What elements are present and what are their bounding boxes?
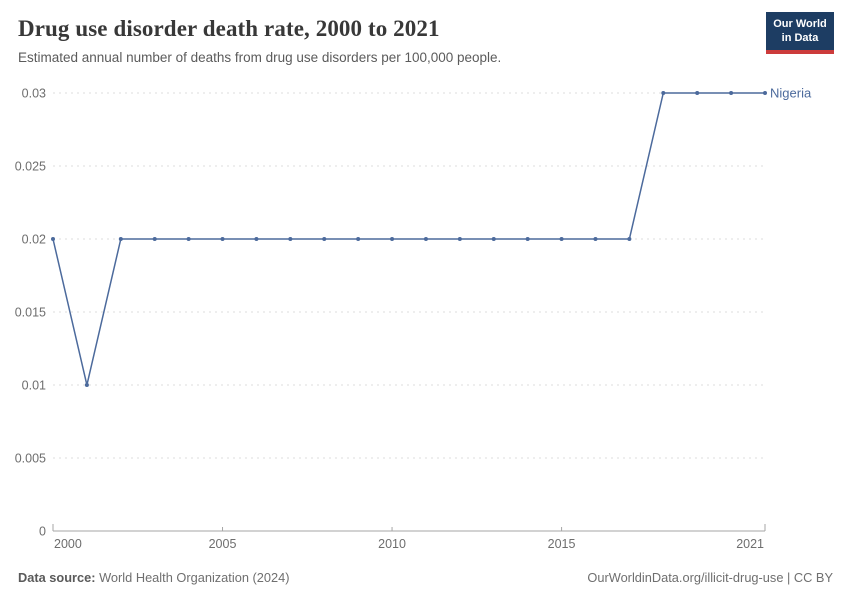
data-source-label: Data source: [18,570,96,585]
data-line [52,92,765,386]
data-point [220,237,225,241]
x-axis-tick-label: 2000 [54,537,82,551]
data-point [763,91,767,95]
data-point [322,237,327,241]
data-point [118,237,123,241]
data-point [661,91,666,95]
y-axis-tick-label: 0.03 [22,87,46,101]
y-axis-tick-label: 0.02 [22,233,46,247]
y-axis-tick-label: 0.025 [15,160,46,174]
data-point [390,237,395,241]
data-point [423,237,428,241]
data-source: Data source: World Health Organization (… [18,570,289,585]
owid-logo: Our World in Data [766,12,834,54]
data-point [559,237,564,241]
data-source-value: World Health Organization (2024) [95,570,290,585]
chart-title: Drug use disorder death rate, 2000 to 20… [18,16,440,41]
owid-logo-line1: Our World [773,18,827,30]
data-point [51,237,55,241]
data-point [593,237,598,241]
data-point [491,237,496,241]
data-point [84,383,89,387]
data-point [695,91,700,95]
y-axis-tick-label: 0 [39,525,46,539]
entity-label: Nigeria [770,86,812,101]
y-axis-tick-label: 0.01 [22,379,46,393]
x-axis-tick-label: 2015 [548,537,576,551]
footer-link[interactable]: OurWorldinData.org/illicit-drug-use | CC… [587,570,833,585]
x-axis-tick-label: 2021 [736,537,764,551]
data-point [356,237,361,241]
data-point [152,237,157,241]
chart-header: Drug use disorder death rate, 2000 to 20… [18,16,740,65]
x-axis-tick-label: 2010 [378,537,406,551]
y-axis-tick-label: 0.005 [15,452,46,466]
owid-logo-line2: in Data [781,32,819,45]
x-axis-tick-label: 2005 [209,537,237,551]
data-point [457,237,462,241]
chart-subtitle: Estimated annual number of deaths from d… [18,50,502,65]
data-point [288,237,293,241]
data-point [729,91,734,95]
data-point [525,237,530,241]
data-point [627,237,632,241]
y-axis-tick-label: 0.015 [15,306,46,320]
data-point [186,237,191,241]
data-point [254,237,259,241]
chart-footer: Data source: World Health Organization (… [18,570,833,585]
